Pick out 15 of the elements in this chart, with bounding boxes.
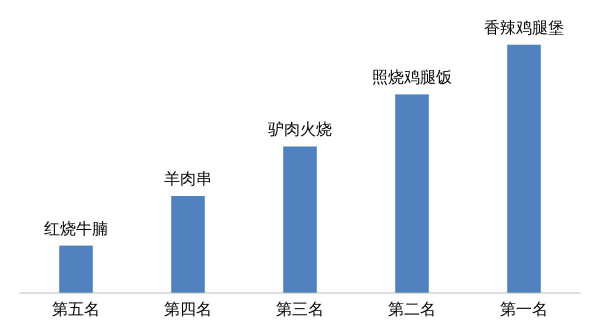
annotation: 照烧鸡腿饭 <box>372 68 452 86</box>
annotation: 羊肉串 <box>164 169 212 188</box>
x-tick-label: 第四名 <box>164 300 212 319</box>
annotation: 驴肉火烧 <box>268 120 332 139</box>
bar <box>59 246 93 293</box>
bar <box>507 44 541 293</box>
bar <box>395 94 429 293</box>
x-tick-label: 第五名 <box>52 300 100 319</box>
bar <box>283 146 317 293</box>
annotation: 红烧牛腩 <box>44 218 108 238</box>
x-tick-label: 第二名 <box>388 300 436 319</box>
x-tick-label: 第三名 <box>276 300 324 319</box>
x-tick-label: 第一名 <box>500 300 548 319</box>
bar <box>171 196 205 293</box>
annotation: 香辣鸡腿堡 <box>484 18 564 37</box>
